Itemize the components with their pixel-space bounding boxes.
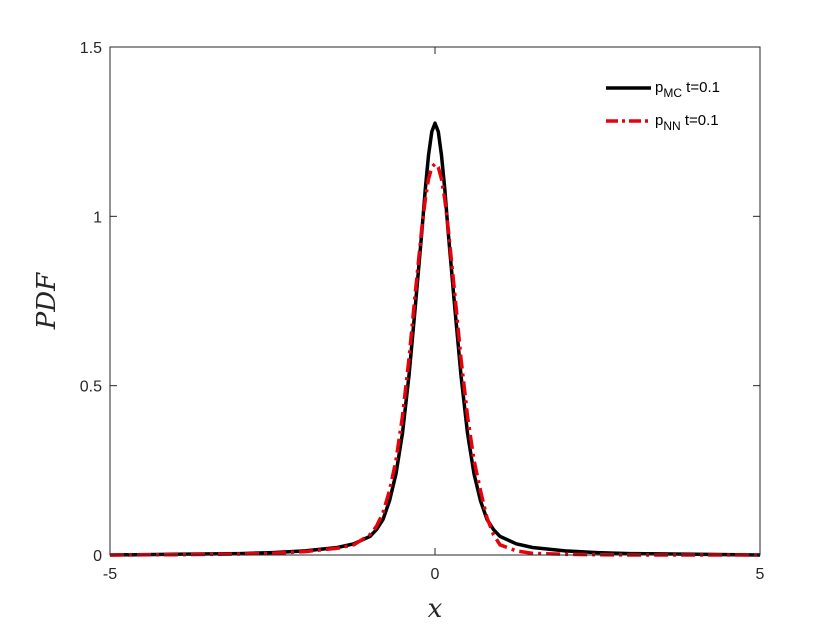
y-tick-label: 0.5: [80, 379, 102, 396]
y-tick-label: 0: [93, 548, 102, 565]
y-axis-label: PDF: [32, 272, 62, 330]
legend-label-mc: pMC t=0.1: [655, 79, 720, 100]
x-tick-label: -5: [103, 566, 117, 583]
legend-suffix: t=0.1: [682, 79, 720, 96]
legend-label-nn: pNN t=0.1: [655, 112, 719, 133]
legend-subscript: MC: [663, 86, 682, 100]
x-tick-label: 5: [756, 566, 765, 583]
legend-main: p: [655, 112, 663, 129]
series-line-nn: [109, 162, 760, 557]
ticks-layer: -5 0 500.511.5: [80, 40, 765, 583]
y-tick-label: 1.5: [80, 40, 102, 57]
legend-subscript: NN: [663, 119, 680, 133]
y-tick-label: 1: [93, 209, 102, 226]
plot-area: [110, 47, 760, 555]
legend-suffix: t=0.1: [681, 112, 719, 129]
legend-main: p: [655, 79, 663, 96]
series-layer: [109, 121, 761, 557]
x-axis-label: x: [428, 594, 443, 624]
x-tick-label: 0: [431, 566, 440, 583]
